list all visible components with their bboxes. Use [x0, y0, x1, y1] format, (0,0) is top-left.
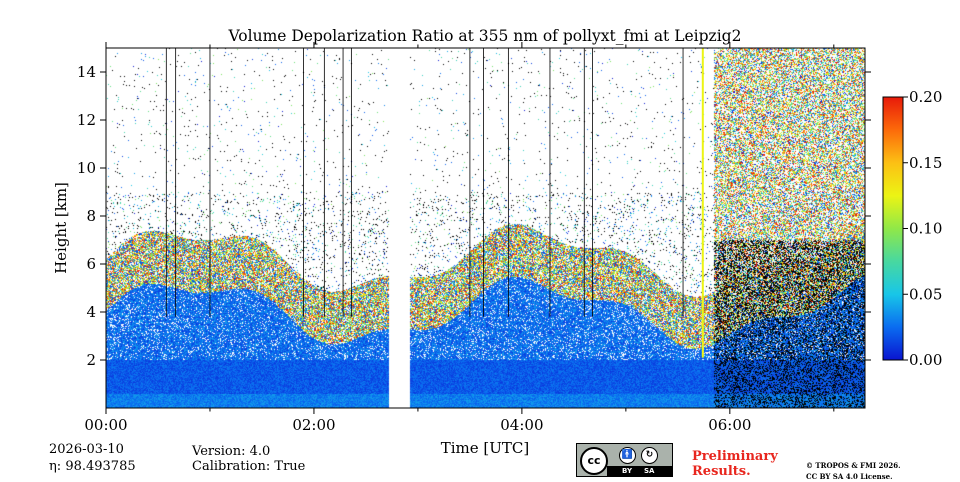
eta-symbol: η:: [49, 459, 62, 474]
colorbar-tick-label: 0.15: [909, 154, 942, 172]
y-tick-label: 14: [77, 63, 96, 81]
x-tick-label: 02:00: [292, 416, 335, 434]
colorbar-tick-label: 0.05: [909, 285, 942, 303]
y-axis: 2 4 6 8 10 12 14: [77, 63, 871, 369]
copyright-line-2: CC BY SA 4.0 License.: [806, 472, 893, 481]
y-axis-label: Height [km]: [52, 182, 70, 274]
footer-eta: η: 98.493785: [49, 458, 136, 475]
y-tick-label: 4: [86, 303, 96, 321]
cc-logo-icon: cc: [580, 447, 608, 475]
x-tick-label: 04:00: [500, 416, 543, 434]
heatmap-image: [106, 48, 865, 408]
copyright-notice: © TROPOS & FMI 2026. CC BY SA 4.0 Licens…: [806, 460, 901, 482]
footer-calibration: Calibration: True: [192, 459, 306, 474]
colorbar-tick-label: 0.20: [909, 88, 942, 106]
x-tick-label: 00:00: [84, 416, 127, 434]
preliminary-line-2: Results.: [692, 464, 751, 479]
colorbar-axis: 0.00 0.05 0.10 0.15 0.20: [903, 88, 942, 369]
cc-badge-strip: [607, 466, 673, 476]
x-tick-label: 06:00: [708, 416, 751, 434]
footer-date: 2026-03-10: [49, 442, 124, 457]
colorbar: [882, 96, 904, 361]
footer-version: Version: 4.0: [192, 444, 271, 459]
plot-frame: [105, 47, 866, 409]
y-tick-label: 10: [77, 159, 96, 177]
chart-title: Volume Depolarization Ratio at 355 nm of…: [228, 27, 742, 45]
cloud-artifact-lines: [165, 48, 704, 358]
cc-by-person-icon: 🚹: [619, 447, 636, 464]
colorbar-tick-label: 0.10: [909, 220, 942, 238]
colorbar-tick-label: 0.00: [909, 351, 942, 369]
y-tick-label: 2: [86, 351, 96, 369]
cc-license-badge: cc 🚹 ↻ BY SA: [576, 443, 673, 477]
cc-sa-share-icon: ↻: [641, 447, 658, 464]
cc-by-label: BY: [622, 467, 633, 475]
x-axis-label: Time [UTC]: [441, 439, 530, 457]
x-axis: 00:00 02:00 04:00 06:00: [84, 42, 835, 434]
preliminary-warning: Preliminary Results.: [692, 449, 778, 479]
y-tick-label: 8: [86, 207, 96, 225]
eta-value: 98.493785: [65, 459, 136, 474]
preliminary-line-1: Preliminary: [692, 449, 778, 464]
y-tick-label: 6: [86, 255, 96, 273]
cc-sa-label: SA: [644, 467, 655, 475]
copyright-line-1: © TROPOS & FMI 2026.: [806, 461, 901, 470]
y-tick-label: 12: [77, 111, 96, 129]
plot-area: [105, 47, 866, 409]
